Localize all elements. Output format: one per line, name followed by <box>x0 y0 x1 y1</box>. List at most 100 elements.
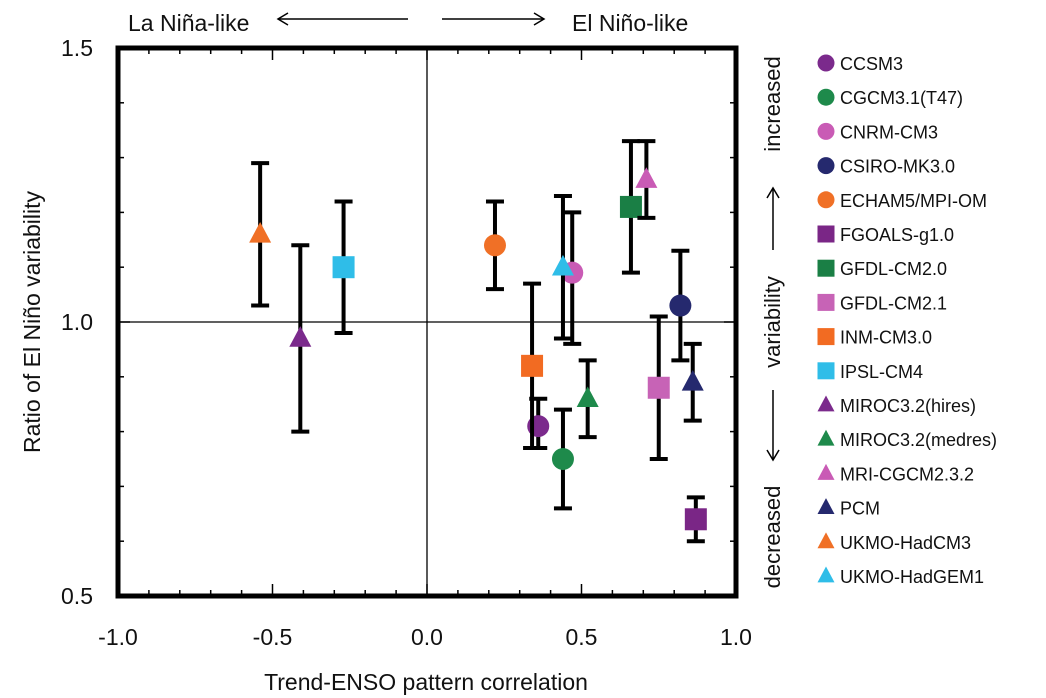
data-marker <box>289 326 312 347</box>
data-marker <box>551 448 574 470</box>
legend-label: GFDL-CM2.0 <box>840 259 947 279</box>
legend-item: MRI-CGCM2.3.2 <box>817 463 974 484</box>
annotations: La Niña-like El Niño-like Trend-ENSO pat… <box>19 10 785 695</box>
legend-item: INM-CM3.0 <box>817 328 932 348</box>
x-tick-label: -1.0 <box>98 624 138 650</box>
legend-label: IPSL-CM4 <box>840 362 923 382</box>
y-axis-title: Ratio of El Niño variability <box>19 190 45 453</box>
legend-marker <box>817 328 835 346</box>
legend-marker <box>817 395 835 412</box>
legend-item: UKMO-HadCM3 <box>817 532 971 553</box>
data-marker <box>483 234 506 257</box>
legend-marker <box>817 532 835 549</box>
legend-label: ECHAM5/MPI-OM <box>840 191 987 211</box>
legend-marker <box>817 157 835 175</box>
legend-marker <box>817 225 835 243</box>
plot-layer: -1.0 -0.5 0.0 0.5 1.0 0.5 1.0 1.5 <box>61 35 752 650</box>
left-arrow <box>276 12 408 26</box>
legend-label: CNRM-CM3 <box>840 122 938 142</box>
legend-label: MIROC3.2(medres) <box>840 430 997 450</box>
legend-label: CCSM3 <box>840 54 903 74</box>
data-marker <box>576 386 599 408</box>
variability-label: variability <box>760 276 785 368</box>
legend-label: GFDL-CM2.1 <box>840 293 947 313</box>
legend-marker <box>817 498 835 515</box>
la-nina-label: La Niña-like <box>128 10 249 36</box>
data-point <box>289 243 312 434</box>
data-point <box>635 139 658 220</box>
data-point <box>521 281 544 451</box>
legend-label: UKMO-HadCM3 <box>840 533 971 553</box>
data-marker <box>684 508 707 531</box>
legend-item: MIROC3.2(medres) <box>817 429 997 450</box>
arrow-head <box>533 12 546 26</box>
data-point <box>249 161 272 308</box>
data-marker <box>332 256 355 279</box>
up-arrow <box>766 186 780 250</box>
data-point <box>647 314 670 461</box>
legend-item: IPSL-CM4 <box>817 362 923 382</box>
legend-marker <box>817 259 835 277</box>
y-tick-label: 1.0 <box>61 309 93 335</box>
legend-marker <box>817 293 835 311</box>
legend-label: FGOALS-g1.0 <box>840 225 954 245</box>
legend-marker <box>817 191 835 209</box>
legend: CCSM3 CGCM3.1(T47) CNRM-CM3 CSIRO-MK3.0 ECHA… <box>817 54 997 587</box>
legend-label: UKMO-HadGEM1 <box>840 567 984 587</box>
legend-marker <box>817 122 835 140</box>
legend-item: GFDL-CM2.1 <box>817 293 947 313</box>
data-marker <box>619 195 642 218</box>
data-point <box>684 495 707 544</box>
data-point <box>681 341 704 423</box>
legend-item: GFDL-CM2.0 <box>817 259 947 279</box>
legend-marker <box>817 566 835 583</box>
data-point <box>551 193 574 341</box>
legend-label: MRI-CGCM2.3.2 <box>840 464 974 484</box>
legend-label: CSIRO-MK3.0 <box>840 157 955 177</box>
x-axis-title: Trend-ENSO pattern correlation <box>264 669 588 695</box>
legend-marker <box>817 88 835 106</box>
data-marker <box>249 222 272 243</box>
x-tick-label: 0.5 <box>566 624 598 650</box>
arrow-head <box>766 449 780 462</box>
data-marker <box>635 167 658 188</box>
legend-item: MIROC3.2(hires) <box>817 395 976 416</box>
data-marker <box>681 370 704 391</box>
legend-item: CGCM3.1(T47) <box>817 88 963 108</box>
y-tick-label: 1.5 <box>61 35 93 61</box>
down-arrow <box>766 390 780 462</box>
decreased-label: decreased <box>760 486 785 589</box>
x-tick-label: -0.5 <box>253 624 293 650</box>
legend-marker <box>817 463 835 480</box>
data-point <box>332 199 355 335</box>
legend-item: CCSM3 <box>817 54 903 74</box>
legend-item: UKMO-HadGEM1 <box>817 566 984 587</box>
legend-marker <box>817 54 835 72</box>
data-marker <box>551 254 574 276</box>
arrow-head <box>276 12 289 26</box>
arrow-head <box>766 186 780 199</box>
data-marker <box>647 376 670 399</box>
el-nino-label: El Niño-like <box>572 10 688 36</box>
x-tick-label: 0.0 <box>411 624 443 650</box>
y-tick-label: 0.5 <box>61 583 93 609</box>
legend-label: MIROC3.2(hires) <box>840 396 976 416</box>
legend-marker <box>817 362 835 380</box>
legend-item: CSIRO-MK3.0 <box>817 157 955 177</box>
legend-label: INM-CM3.0 <box>840 328 932 348</box>
data-point <box>669 248 692 363</box>
legend-item: CNRM-CM3 <box>817 122 938 142</box>
legend-item: ECHAM5/MPI-OM <box>817 191 987 211</box>
legend-marker <box>817 429 835 446</box>
data-point <box>576 358 599 440</box>
legend-item: FGOALS-g1.0 <box>817 225 954 245</box>
data-point <box>551 407 574 511</box>
data-point <box>619 139 642 275</box>
increased-label: increased <box>760 56 785 151</box>
data-marker <box>669 294 692 317</box>
right-arrow <box>442 12 546 26</box>
data-marker <box>521 354 544 377</box>
legend-label: CGCM3.1(T47) <box>840 88 963 108</box>
legend-item: PCM <box>817 498 880 519</box>
